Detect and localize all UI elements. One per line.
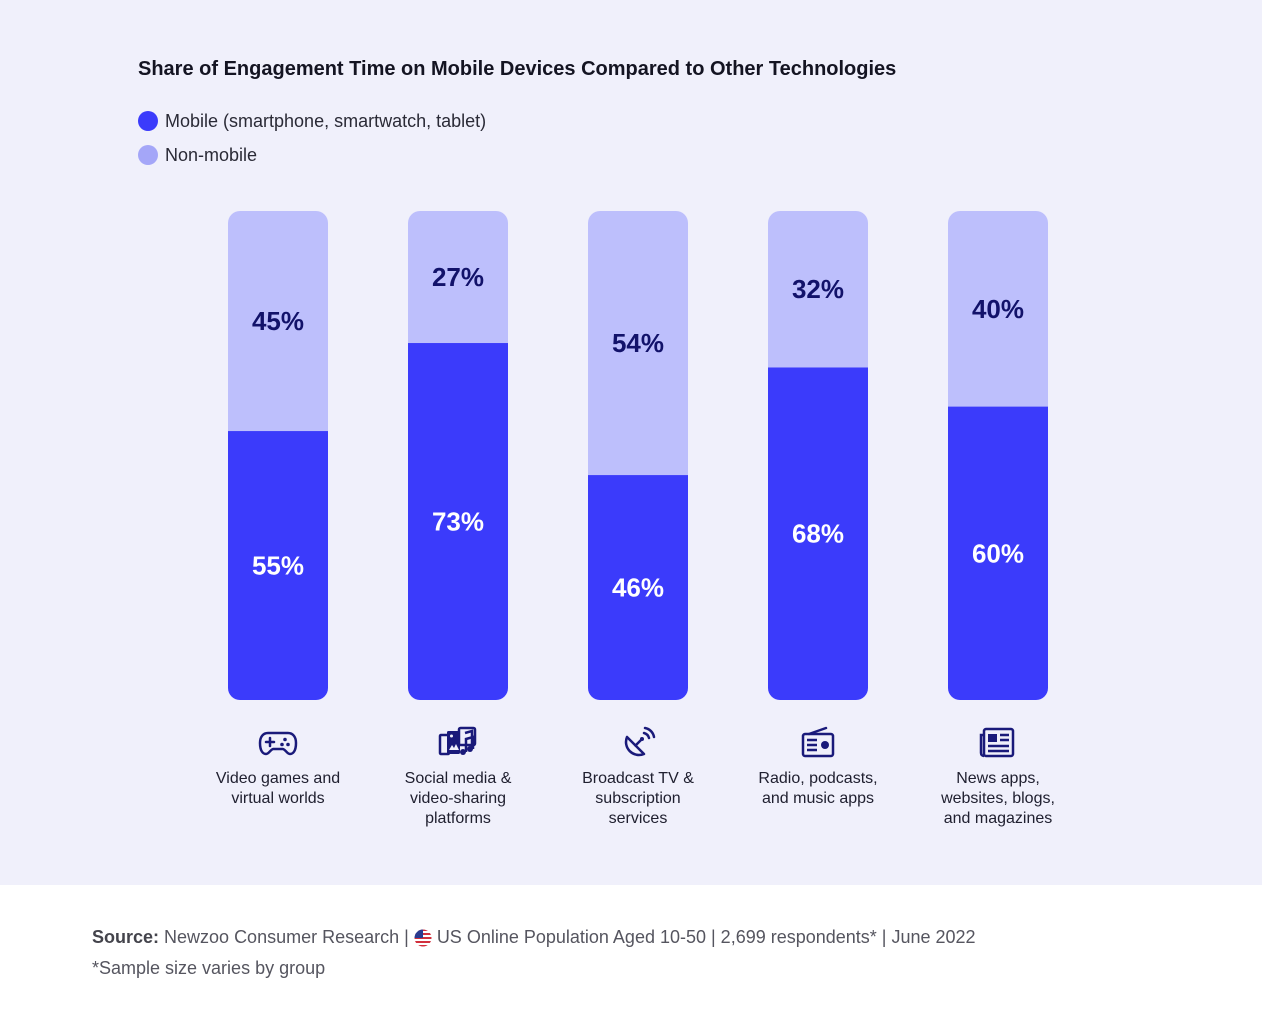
category-broadcast-tv: Broadcast TV & subscription services — [548, 725, 728, 829]
data-label-non-mobile: 45% — [252, 306, 304, 336]
category-news: News apps, websites, blogs, and magazine… — [908, 725, 1088, 829]
bar-group — [948, 211, 1048, 700]
bar-mobile — [948, 406, 1048, 700]
radio-icon — [801, 726, 835, 758]
category-label: Radio, podcasts, and music apps — [758, 770, 878, 807]
legend-item-non-mobile: Non-mobile — [138, 144, 257, 166]
legend-item-mobile: Mobile (smartphone, smartwatch, tablet) — [138, 110, 486, 132]
us-flag-icon — [414, 929, 432, 946]
bar-non-mobile — [768, 211, 868, 368]
data-label-non-mobile: 54% — [612, 328, 664, 358]
data-label-mobile: 60% — [972, 538, 1024, 568]
data-label-mobile: 55% — [252, 551, 304, 581]
social-media-icon — [438, 726, 477, 756]
bar-non-mobile — [948, 211, 1048, 407]
category-label: News apps, websites, blogs, and magazine… — [941, 770, 1055, 827]
category-social-media: Social media & video-sharing platforms — [368, 725, 548, 829]
category-label: Broadcast TV & subscription services — [582, 770, 694, 827]
footer: Source: Newzoo Consumer Research | US On… — [92, 922, 976, 984]
bar-group — [228, 211, 328, 700]
bar-mobile — [768, 367, 868, 700]
bar-group — [408, 211, 508, 700]
legend-label-non-mobile: Non-mobile — [165, 144, 258, 165]
source-label: Source: — [92, 927, 160, 947]
chart-title: Share of Engagement Time on Mobile Devic… — [138, 58, 897, 80]
data-label-non-mobile: 40% — [972, 294, 1024, 324]
bar-non-mobile — [408, 211, 508, 344]
data-label-mobile: 46% — [612, 573, 664, 603]
satellite-dish-icon — [624, 726, 656, 757]
category-label: Video games and virtual worlds — [215, 770, 341, 807]
category-video-games: Video games and virtual worlds — [188, 725, 368, 809]
bar-non-mobile — [588, 211, 688, 476]
chart-panel: Share of Engagement Time on Mobile Devic… — [0, 0, 1262, 885]
sample-note: *Sample size varies by group — [92, 958, 326, 978]
legend-dot-mobile — [138, 111, 158, 131]
population-text: US Online Population Aged 10-50 | 2,699 … — [436, 927, 976, 947]
bar-non-mobile — [228, 211, 328, 432]
legend-dot-non-mobile — [138, 145, 158, 165]
gamepad-icon — [258, 731, 298, 756]
data-label-mobile: 73% — [432, 507, 484, 537]
bar-group — [588, 211, 688, 700]
bar-mobile — [588, 475, 688, 700]
source-line: Source: Newzoo Consumer Research | US On… — [92, 922, 976, 953]
bar-group — [768, 211, 868, 700]
category-radio: Radio, podcasts, and music apps — [728, 725, 908, 809]
data-label-non-mobile: 27% — [432, 262, 484, 292]
bar-mobile — [408, 343, 508, 700]
data-label-non-mobile: 32% — [792, 274, 844, 304]
newspaper-icon — [979, 727, 1015, 758]
bar-mobile — [228, 431, 328, 700]
stacked-bar-chart: 45% 55% 27% 73% 54% 46% 32% 68% 40% 60% — [228, 211, 1048, 700]
category-label: Social media & video-sharing platforms — [404, 770, 512, 827]
source-text: Newzoo Consumer Research | — [164, 927, 409, 947]
legend-label-mobile: Mobile (smartphone, smartwatch, tablet) — [165, 110, 487, 131]
data-label-mobile: 68% — [792, 519, 844, 549]
